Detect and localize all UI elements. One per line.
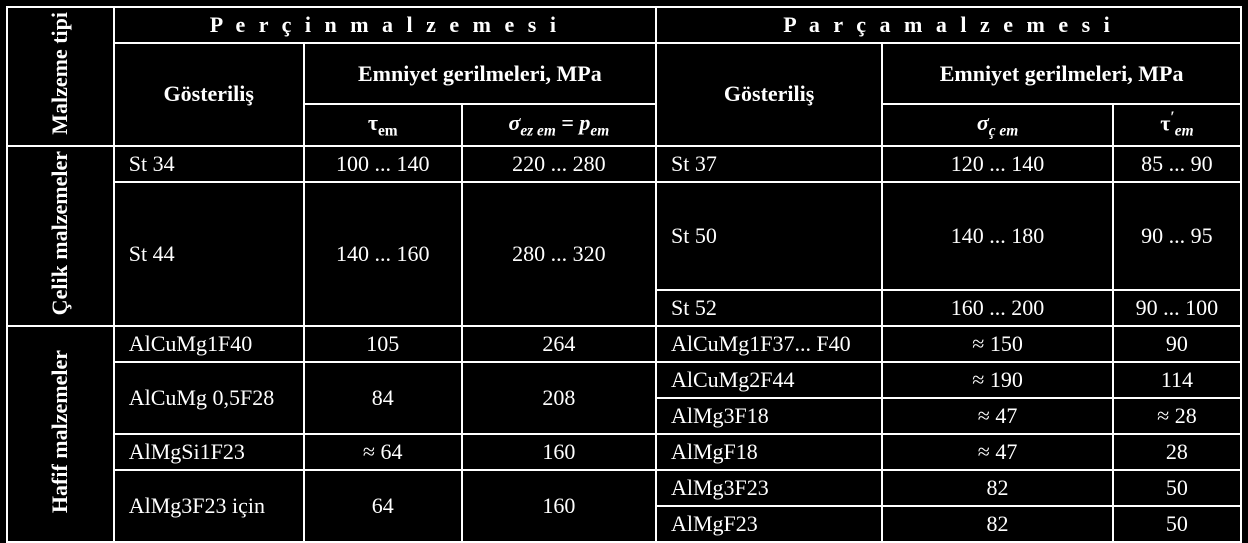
th-tau-prime: τ′em: [1113, 104, 1241, 146]
percin-celik-1-sigma: 280 ... 320: [462, 182, 656, 326]
parca-celik-0-tau: 85 ... 90: [1113, 146, 1241, 182]
parca-hafif-0-sigma: ≈ 150: [882, 326, 1113, 362]
row-hafif-4: AlMgSi1F23 ≈ 64 160 AlMgF18 ≈ 47 28: [7, 434, 1241, 470]
parca-celik-1-sigma: 140 ... 180: [882, 182, 1113, 290]
percin-hafif-2-sigma: 160: [462, 434, 656, 470]
percin-celik-1-label: St 44: [114, 182, 304, 326]
th-parca-malzemesi: P a r ç a m a l z e m e s i: [656, 7, 1241, 43]
percin-hafif-2-label: AlMgSi1F23: [114, 434, 304, 470]
parca-hafif-3-label: AlMgF18: [656, 434, 882, 470]
parca-hafif-4-label: AlMg3F23: [656, 470, 882, 506]
percin-hafif-3-sigma: 160: [462, 470, 656, 542]
percin-hafif-0-label: AlCuMg1F40: [114, 326, 304, 362]
th-percin-malzemesi: P e r ç i n m a l z e m e s i: [114, 7, 656, 43]
parca-celik-2-label: St 52: [656, 290, 882, 326]
percin-hafif-1-sigma: 208: [462, 362, 656, 434]
percin-hafif-0-tau: 105: [304, 326, 462, 362]
th-sigma-cem: σç em: [882, 104, 1113, 146]
th-sigma-ez-em: σez em = pem: [462, 104, 656, 146]
percin-hafif-3-label: AlMg3F23 için: [114, 470, 304, 542]
percin-celik-0-tau: 100 ... 140: [304, 146, 462, 182]
parca-celik-0-sigma: 120 ... 140: [882, 146, 1113, 182]
materials-table: Malzeme tipi P e r ç i n m a l z e m e s…: [6, 6, 1242, 543]
header-row-2: Gösteriliş Emniyet gerilmeleri, MPa Göst…: [7, 43, 1241, 104]
parca-hafif-4-sigma: 82: [882, 470, 1113, 506]
parca-hafif-1-sigma: ≈ 190: [882, 362, 1113, 398]
parca-celik-1-tau: 90 ... 95: [1113, 182, 1241, 290]
row-celik-1: Çelik malzemeler St 34 100 ... 140 220 .…: [7, 146, 1241, 182]
th-gosterilis-percin: Gösteriliş: [114, 43, 304, 146]
parca-hafif-0-tau: 90: [1113, 326, 1241, 362]
sigma-c-symbol: σ: [977, 110, 989, 135]
parca-hafif-3-sigma: ≈ 47: [882, 434, 1113, 470]
tau-symbol: τ: [368, 110, 378, 135]
parca-celik-2-sigma: 160 ... 200: [882, 290, 1113, 326]
tau-p-symbol: τ: [1160, 110, 1170, 135]
tau-p-sub: em: [1175, 123, 1194, 140]
parca-hafif-4-tau: 50: [1113, 470, 1241, 506]
percin-hafif-3-tau: 64: [304, 470, 462, 542]
parca-hafif-1-tau: 114: [1113, 362, 1241, 398]
sigma-ez-sub: ez em: [520, 122, 555, 139]
p-symbol: p: [579, 110, 590, 135]
eq-sign: =: [556, 110, 580, 135]
celik-label: Çelik malzemeler: [47, 151, 73, 315]
row-hafif-1: Hafif malzemeler AlCuMg1F40 105 264 AlCu…: [7, 326, 1241, 362]
th-emniyet-parca: Emniyet gerilmeleri, MPa: [882, 43, 1241, 104]
parca-hafif-1-label: AlCuMg2F44: [656, 362, 882, 398]
parca-hafif-3-tau: 28: [1113, 434, 1241, 470]
parca-celik-0-label: St 37: [656, 146, 882, 182]
rowgroup-celik: Çelik malzemeler: [7, 146, 114, 326]
percin-hafif-1-label: AlCuMg 0,5F28: [114, 362, 304, 434]
percin-celik-0-sigma: 220 ... 280: [462, 146, 656, 182]
percin-hafif-1-tau: 84: [304, 362, 462, 434]
table-container: Malzeme tipi P e r ç i n m a l z e m e s…: [0, 0, 1248, 520]
parca-hafif-5-label: AlMgF23: [656, 506, 882, 542]
parca-hafif-5-sigma: 82: [882, 506, 1113, 542]
row-celik-2: St 44 140 ... 160 280 ... 320 St 50 140 …: [7, 182, 1241, 290]
malzeme-tipi-label: Malzeme tipi: [47, 12, 73, 135]
hafif-label: Hafif malzemeler: [47, 350, 73, 513]
th-malzeme-tipi: Malzeme tipi: [7, 7, 114, 146]
percin-hafif-0-sigma: 264: [462, 326, 656, 362]
p-em-sub: em: [590, 122, 609, 139]
row-hafif-2: AlCuMg 0,5F28 84 208 AlCuMg2F44 ≈ 190 11…: [7, 362, 1241, 398]
percin-celik-0-label: St 34: [114, 146, 304, 182]
parca-hafif-2-label: AlMg3F18: [656, 398, 882, 434]
th-tau-em: τem: [304, 104, 462, 146]
parca-hafif-0-label: AlCuMg1F37... F40: [656, 326, 882, 362]
parca-celik-1-label: St 50: [656, 182, 882, 290]
tau-em-sub: em: [378, 122, 398, 139]
rowgroup-hafif: Hafif malzemeler: [7, 326, 114, 542]
parca-hafif-2-sigma: ≈ 47: [882, 398, 1113, 434]
parca-celik-2-tau: 90 ... 100: [1113, 290, 1241, 326]
sigma-symbol: σ: [508, 110, 520, 135]
sigma-c-sub: ç em: [989, 122, 1018, 139]
parca-hafif-5-tau: 50: [1113, 506, 1241, 542]
percin-celik-1-tau: 140 ... 160: [304, 182, 462, 326]
th-emniyet-percin: Emniyet gerilmeleri, MPa: [304, 43, 656, 104]
header-row-1: Malzeme tipi P e r ç i n m a l z e m e s…: [7, 7, 1241, 43]
parca-hafif-2-tau: ≈ 28: [1113, 398, 1241, 434]
row-hafif-5: AlMg3F23 için 64 160 AlMg3F23 82 50: [7, 470, 1241, 506]
percin-hafif-2-tau: ≈ 64: [304, 434, 462, 470]
th-gosterilis-parca: Gösteriliş: [656, 43, 882, 146]
